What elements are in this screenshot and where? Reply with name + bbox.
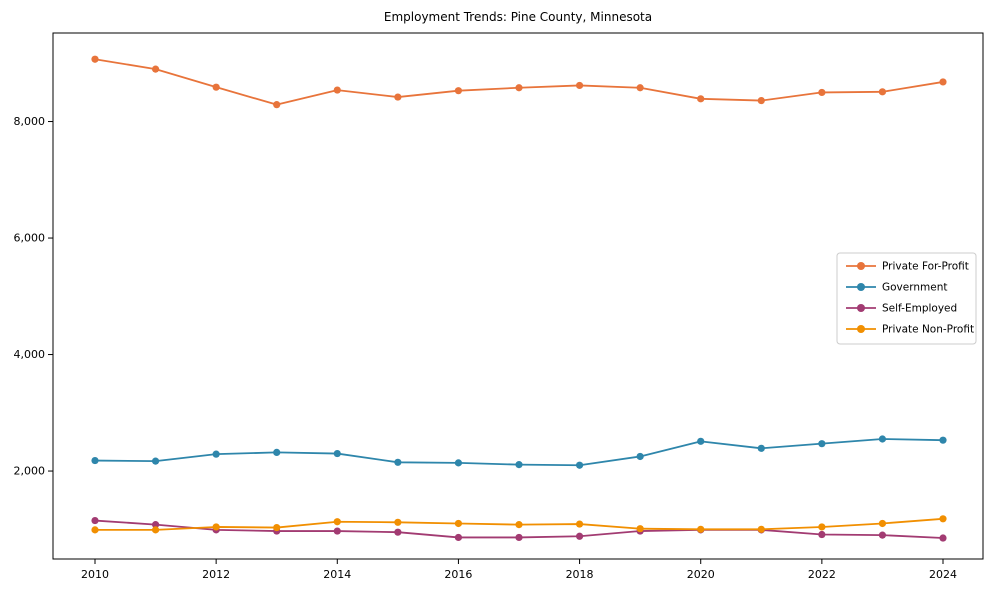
- data-point: [636, 84, 644, 92]
- legend-label: Private For-Profit: [882, 261, 969, 273]
- data-point: [333, 527, 341, 535]
- data-point: [91, 55, 99, 63]
- y-tick-label: 8,000: [14, 115, 46, 128]
- data-point: [636, 525, 644, 533]
- data-point: [91, 516, 99, 525]
- data-point: [939, 534, 947, 542]
- y-tick-label: 2,000: [14, 465, 46, 478]
- x-tick-label: 2018: [566, 568, 594, 581]
- data-point: [151, 526, 160, 534]
- data-point: [394, 93, 402, 101]
- data-point: [91, 456, 99, 465]
- data-point: [818, 440, 826, 448]
- data-point: [454, 87, 463, 95]
- legend-label: Self-Employed: [882, 303, 957, 315]
- data-point: [939, 515, 947, 523]
- x-tick-label: 2024: [929, 568, 957, 581]
- y-tick-label: 6,000: [14, 232, 46, 245]
- data-point: [757, 444, 765, 452]
- data-point: [212, 83, 220, 91]
- data-point: [273, 448, 281, 457]
- y-tick-label: 4,000: [14, 348, 46, 361]
- data-point: [333, 449, 341, 458]
- data-point: [454, 533, 463, 542]
- x-tick-label: 2012: [202, 568, 230, 581]
- data-point: [697, 95, 705, 103]
- data-point: [818, 523, 826, 531]
- x-tick-label: 2022: [808, 568, 836, 581]
- data-point: [757, 96, 765, 105]
- data-point: [636, 452, 644, 461]
- series-line-private-for-profit: [94, 58, 944, 106]
- x-tick-label: 2016: [444, 568, 472, 581]
- data-point: [273, 523, 281, 532]
- legend-swatch-marker: [857, 283, 865, 291]
- legend-swatch-marker: [857, 325, 865, 333]
- data-point: [697, 525, 705, 533]
- x-tick-label: 2010: [81, 568, 109, 581]
- data-point: [394, 528, 402, 536]
- chart-title: Employment Trends: Pine County, Minnesot…: [383, 10, 653, 24]
- data-point: [878, 435, 887, 443]
- data-point: [878, 531, 887, 539]
- data-point: [273, 101, 281, 109]
- data-point: [939, 436, 947, 444]
- data-point: [333, 86, 341, 94]
- data-point: [939, 78, 947, 86]
- data-point: [575, 532, 584, 540]
- data-point: [575, 520, 584, 528]
- data-point: [515, 521, 523, 529]
- axes-frame: [52, 32, 984, 560]
- data-point: [394, 458, 402, 466]
- data-point: [878, 88, 887, 96]
- data-point: [515, 461, 523, 469]
- data-point: [878, 519, 887, 528]
- legend-label: Private Non-Profit: [882, 324, 974, 336]
- data-point: [575, 81, 584, 90]
- data-point: [697, 437, 705, 445]
- data-point: [515, 84, 523, 92]
- data-point: [818, 88, 826, 97]
- data-point: [818, 530, 826, 539]
- data-point: [212, 523, 220, 531]
- data-point: [454, 459, 463, 467]
- data-point: [151, 65, 160, 73]
- data-point: [151, 521, 160, 529]
- legend-box: [836, 252, 977, 345]
- legend-swatch-marker: [857, 304, 865, 312]
- data-point: [151, 457, 160, 465]
- data-point: [575, 461, 584, 469]
- data-point: [333, 518, 341, 526]
- x-tick-label: 2020: [687, 568, 715, 581]
- data-point: [515, 533, 523, 542]
- x-tick-label: 2014: [323, 568, 351, 581]
- data-point: [212, 450, 220, 458]
- data-point: [454, 519, 463, 528]
- data-point: [757, 525, 765, 533]
- data-point: [91, 526, 99, 534]
- legend-label: Government: [882, 282, 947, 294]
- legend-swatch-marker: [857, 262, 865, 270]
- data-point: [394, 518, 402, 526]
